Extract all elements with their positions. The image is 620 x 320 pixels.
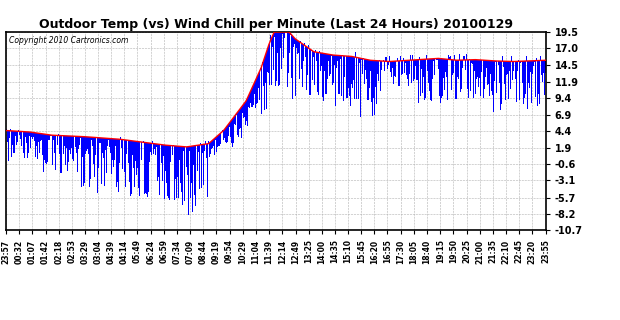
Title: Outdoor Temp (vs) Wind Chill per Minute (Last 24 Hours) 20100129: Outdoor Temp (vs) Wind Chill per Minute …	[39, 18, 513, 31]
Text: Copyright 2010 Cartronics.com: Copyright 2010 Cartronics.com	[9, 36, 128, 45]
